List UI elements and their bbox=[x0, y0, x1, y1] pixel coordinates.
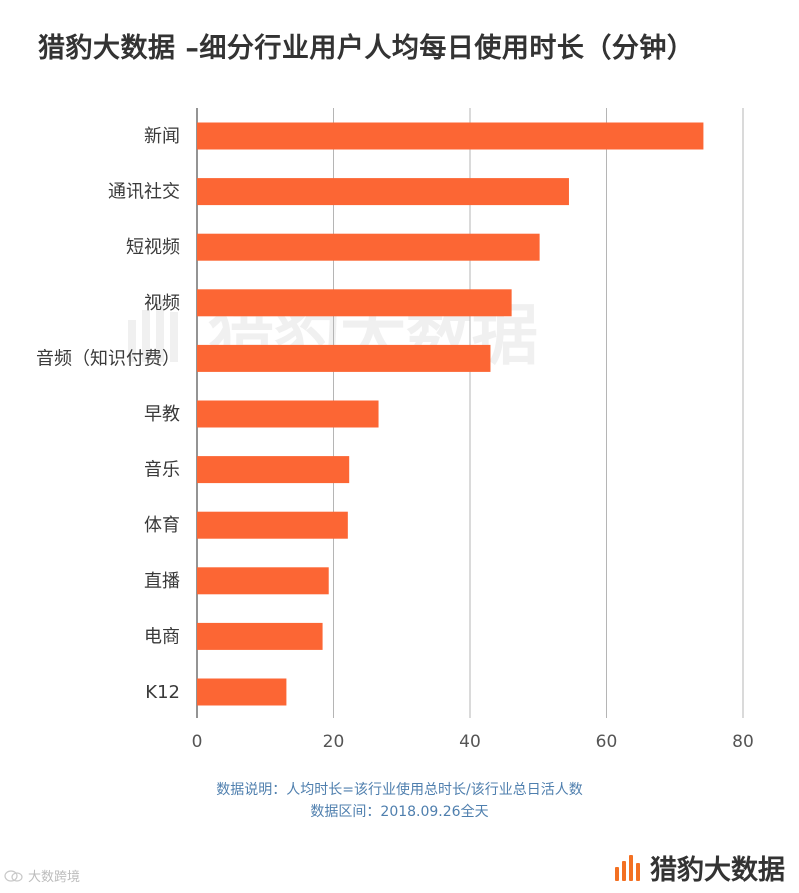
bar bbox=[197, 178, 569, 206]
category-label: 早教 bbox=[144, 404, 180, 425]
bar bbox=[197, 344, 491, 372]
brand-name: 猎豹大数据 bbox=[650, 855, 785, 886]
chart-title: 猎豹大数据 –细分行业用户人均每日使用时长（分钟） bbox=[38, 33, 695, 64]
x-tick-labels: 0 20 40 60 80 bbox=[192, 732, 754, 752]
data-note-definition: 数据说明：人均时长=该行业使用总时长/该行业总日活人数 bbox=[216, 782, 583, 798]
bars-logo-icon bbox=[615, 854, 640, 881]
category-label: 音乐 bbox=[144, 460, 180, 481]
x-tick-label: 0 bbox=[192, 732, 203, 752]
x-tick-label: 20 bbox=[323, 732, 345, 752]
corner-watermark: 大数跨境 bbox=[4, 866, 80, 885]
x-tick-label: 80 bbox=[732, 732, 754, 752]
category-label: 通讯社交 bbox=[108, 182, 180, 203]
bar bbox=[197, 233, 540, 261]
category-label: 新闻 bbox=[144, 126, 180, 147]
wechat-icon bbox=[4, 869, 23, 882]
bar bbox=[197, 622, 323, 650]
bar bbox=[197, 567, 329, 595]
bars bbox=[197, 122, 704, 706]
bar bbox=[197, 678, 287, 706]
category-label: 短视频 bbox=[126, 237, 180, 258]
category-label: 直播 bbox=[144, 571, 180, 592]
category-label: 电商 bbox=[144, 626, 180, 647]
corner-watermark-text: 大数跨境 bbox=[28, 870, 81, 885]
brand-logo-block: 猎豹大数据 bbox=[614, 848, 785, 887]
bar bbox=[197, 511, 348, 539]
bar bbox=[197, 289, 512, 317]
data-note: 数据说明：人均时长=该行业使用总时长/该行业总日活人数 数据区间：2018.09… bbox=[0, 779, 799, 823]
category-label: 视频 bbox=[144, 293, 180, 314]
data-note-period: 数据区间：2018.09.26全天 bbox=[310, 804, 489, 820]
bar bbox=[197, 400, 379, 428]
category-label: 体育 bbox=[144, 515, 180, 536]
x-tick-label: 60 bbox=[596, 732, 618, 752]
category-label: K12 bbox=[145, 682, 180, 703]
bar bbox=[197, 456, 350, 484]
category-label: 音频（知识付费） bbox=[36, 348, 180, 369]
x-tick-label: 40 bbox=[459, 732, 481, 752]
bar bbox=[197, 122, 704, 150]
